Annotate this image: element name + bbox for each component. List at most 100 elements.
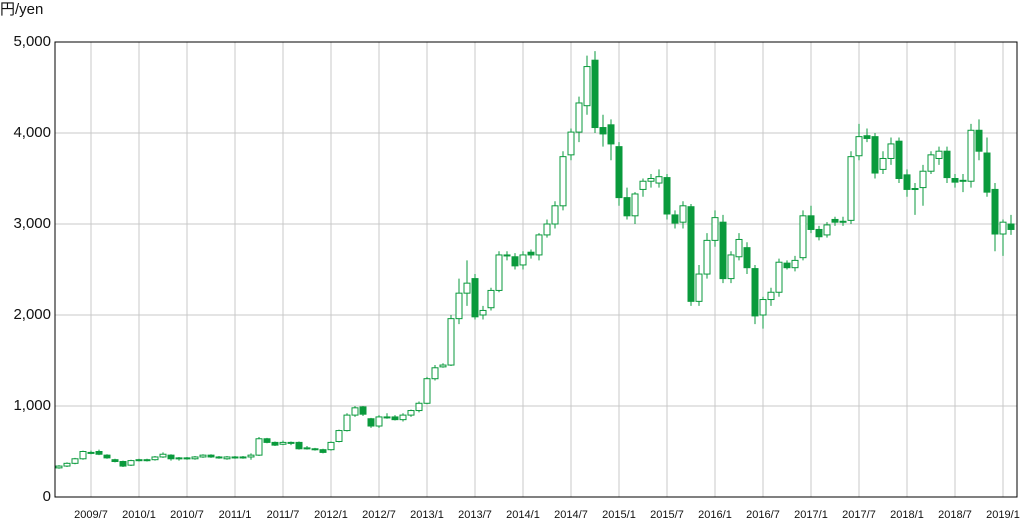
candle-body [671,214,679,224]
candle-body [431,367,439,380]
candle-body [615,146,623,199]
candle-body [487,289,495,309]
x-tick-label: 2011/7 [267,509,300,521]
candle-body [655,176,663,184]
candle-body [135,459,143,462]
candle-body [103,454,111,459]
candle-body [695,273,703,302]
y-axis-label: 円/yen [0,1,43,18]
candle-body [351,407,359,416]
candle-body [775,261,783,293]
candle-body [839,220,847,223]
candle-body [903,174,911,190]
candle-body [295,441,303,450]
candle-body [959,179,967,182]
candle-body [879,157,887,170]
candle-body [183,457,191,460]
candle-body [463,282,471,294]
y-tick-label: 3,000 [13,215,51,232]
candle-body [623,197,631,217]
candle-body [535,234,543,256]
candle-body [127,460,135,466]
y-tick-label: 4,000 [13,124,51,141]
candle-body [439,364,447,368]
candle-body [511,256,519,267]
candle-body [815,228,823,238]
candle-body [367,418,375,427]
candle-body [951,178,959,183]
x-tick-label: 2018/1 [890,509,924,521]
candle-body [943,150,951,179]
candle-body [271,441,279,446]
candle-body [327,441,335,451]
candle-body [583,66,591,107]
candle-body [159,453,167,458]
x-tick-label: 2016/7 [746,509,780,521]
candle-body [607,124,615,145]
candle-body [975,129,983,152]
candle-body [927,154,935,172]
candle-body [855,136,863,157]
candle-body [551,205,559,225]
candle-body [311,448,319,451]
candle-body [63,462,71,467]
candle-body [911,188,919,191]
x-tick-label: 2017/1 [794,509,828,521]
candle-body [703,239,711,275]
candle-body [375,416,383,427]
candle-body [519,254,527,266]
candle-body [407,410,415,416]
candle-body [559,156,567,207]
y-tick-label: 0 [43,488,51,505]
x-tick-label: 2012/7 [362,509,396,521]
candle-body [447,318,455,366]
candle-body [55,465,63,469]
x-tick-label: 2009/7 [74,509,108,521]
x-tick-label: 2019/1 [986,509,1020,521]
candle-body [847,156,855,221]
y-tick-label: 1,000 [13,397,51,414]
candle-body [143,459,151,462]
candle-body [863,135,871,139]
candle-body [719,221,727,280]
candle-body [999,221,1007,235]
candle-body [679,205,687,223]
candle-body [687,206,695,302]
x-tick-label: 2010/1 [122,509,156,521]
candle-body [631,193,639,217]
candle-body [303,447,311,450]
x-tick-label: 2016/1 [698,509,732,521]
candle-body [807,215,815,230]
candle-body [711,217,719,241]
x-tick-label: 2015/7 [650,509,684,521]
x-tick-label: 2014/1 [506,509,540,521]
candle-body [71,458,79,464]
y-tick-label: 5,000 [13,33,51,50]
candle-body [191,456,199,460]
x-tick-label: 2014/7 [554,509,588,521]
candle-body [495,254,503,291]
y-tick-label: 2,000 [13,306,51,323]
candle-body [823,224,831,236]
candle-body [479,309,487,316]
x-tick-label: 2010/7 [170,509,204,521]
candle-body [647,178,655,182]
x-tick-label: 2015/1 [602,509,636,521]
candle-body [639,180,647,190]
candle-body [591,59,599,129]
candle-body [503,254,511,257]
candle-body [383,416,391,419]
candle-body [527,251,535,256]
candle-body [279,441,287,445]
candle-body [287,441,295,444]
candle-body [567,131,575,156]
candle-body [543,223,551,236]
candle-body [343,414,351,432]
candle-body [983,152,991,193]
candle-body [359,406,367,415]
candle-body [663,177,671,215]
candle-body [1007,223,1015,230]
candle-body [759,299,767,316]
candle-body [167,454,175,460]
